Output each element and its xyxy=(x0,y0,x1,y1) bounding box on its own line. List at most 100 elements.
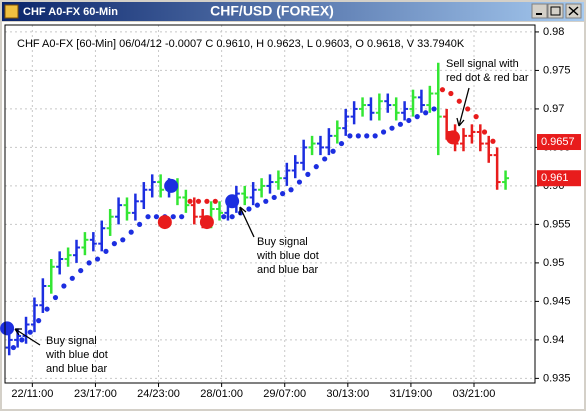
stop-dot xyxy=(389,125,395,131)
ohlc-bar xyxy=(81,232,89,256)
y-tick-label: 0.945 xyxy=(543,295,571,307)
annotation-line: Buy signal xyxy=(257,236,308,248)
stop-dot xyxy=(423,110,429,116)
annotation-line: Buy signal xyxy=(46,335,97,347)
ohlc-bar xyxy=(434,62,442,156)
arrow xyxy=(239,206,255,238)
stop-dot xyxy=(128,229,134,235)
stop-dot xyxy=(61,283,67,289)
ohlc-bar xyxy=(148,174,156,198)
ohlc-bar xyxy=(392,97,400,121)
y-tick-label: 0.975 xyxy=(543,64,571,76)
stop-dot xyxy=(204,198,210,204)
ohlc-bar xyxy=(140,182,148,210)
stop-dot xyxy=(78,267,84,274)
ohlc-bar xyxy=(459,128,467,152)
minimize-button[interactable] xyxy=(531,3,548,19)
stop-dot xyxy=(120,237,126,243)
x-tick-label: 03/21:00 xyxy=(453,388,496,400)
x-tick-label: 30/13:00 xyxy=(326,388,369,400)
ohlc-bar xyxy=(106,209,114,236)
stop-dot xyxy=(271,194,277,201)
x-tick-label: 31/19:00 xyxy=(389,388,432,400)
ohlc-bar xyxy=(274,170,282,190)
stop-dot xyxy=(195,198,202,204)
annotation-line: with blue dot xyxy=(45,349,108,361)
ohlc-bar xyxy=(39,278,47,313)
stop-dot xyxy=(372,133,378,139)
signal-dot xyxy=(225,194,240,209)
ohlc-bar xyxy=(14,328,22,348)
stop-dot xyxy=(380,129,387,135)
ohlc-bar xyxy=(359,97,367,117)
ohlc-bar xyxy=(426,85,434,113)
annotation: Sell signal with red dot & red bar xyxy=(446,58,529,84)
ohlc-bar xyxy=(409,89,417,117)
maximize-button[interactable] xyxy=(547,3,564,19)
y-tick-label: 0.935 xyxy=(543,372,571,384)
stop-dot xyxy=(221,214,227,220)
ohlc-bar xyxy=(502,170,510,190)
ohlc-bar xyxy=(98,220,106,252)
ohlc-bar xyxy=(325,128,333,156)
y-tick-label: 0.955 xyxy=(543,218,571,230)
stop-dot xyxy=(439,87,446,93)
ohlc-bar xyxy=(266,174,274,194)
annotation-arrows xyxy=(14,87,470,346)
ohlc-bar xyxy=(89,232,97,252)
ohlc-bar xyxy=(56,251,64,275)
ohlc-bar xyxy=(375,93,383,121)
stop-dot xyxy=(364,133,370,139)
ohlc-bar xyxy=(64,247,72,267)
stop-dot xyxy=(448,90,454,97)
annotation-line: and blue bar xyxy=(257,264,318,276)
y-tick-label: 0.95 xyxy=(543,257,564,269)
signal-dot xyxy=(445,130,460,145)
ohlc-bar xyxy=(157,174,165,198)
stop-dot xyxy=(86,260,92,266)
price-marker-label: 0.961 xyxy=(541,172,569,184)
signal-dot xyxy=(199,215,214,230)
price-marker xyxy=(537,170,581,187)
stop-dot xyxy=(137,221,143,228)
close-icon xyxy=(568,6,579,16)
ohlc-bar xyxy=(115,197,123,225)
stop-dot xyxy=(187,198,193,204)
chart-title: CHF/USD (FOREX) xyxy=(210,3,334,19)
stop-dot xyxy=(179,214,185,220)
window-title: CHF A0-FX 60-Min xyxy=(23,6,118,18)
stop-dot xyxy=(254,202,260,208)
chart-area xyxy=(2,22,584,409)
stop-dot xyxy=(280,191,286,197)
stop-dot xyxy=(103,248,109,254)
ohlc-bar xyxy=(30,297,38,333)
annotation-line: Sell signal with xyxy=(446,58,519,70)
arrow xyxy=(14,328,41,346)
annotation: Buy signal with blue dot and blue bar xyxy=(45,335,108,375)
price-marker xyxy=(537,134,581,151)
stop-dot xyxy=(414,114,420,120)
stop-dot xyxy=(36,318,42,324)
window-buttons[interactable] xyxy=(531,3,582,19)
ohlc-bar xyxy=(401,101,409,121)
info-line: CHF A0-FX [60-Min] 06/04/12 -0.0007 C 0.… xyxy=(17,38,465,50)
stop-dot xyxy=(44,306,50,312)
annotation-line: with blue dot xyxy=(256,250,319,262)
stop-dot xyxy=(473,114,479,120)
stop-dot xyxy=(288,187,294,193)
stop-dot xyxy=(431,106,437,112)
stop-dot xyxy=(263,198,269,204)
stop-dot xyxy=(456,98,462,104)
stop-dot xyxy=(52,294,59,301)
stop-dot xyxy=(153,214,160,220)
ohlc-bar xyxy=(468,124,476,144)
x-tick-label: 28/01:00 xyxy=(200,388,243,400)
stop-dot xyxy=(465,106,471,112)
ohlc-bar xyxy=(5,332,13,356)
stop-dot xyxy=(145,214,151,220)
ohlc-bar xyxy=(216,201,224,221)
ohlc-bar xyxy=(241,185,249,206)
ohlc-bar xyxy=(73,239,81,263)
stop-dot xyxy=(170,214,176,220)
stop-dot xyxy=(347,133,353,139)
